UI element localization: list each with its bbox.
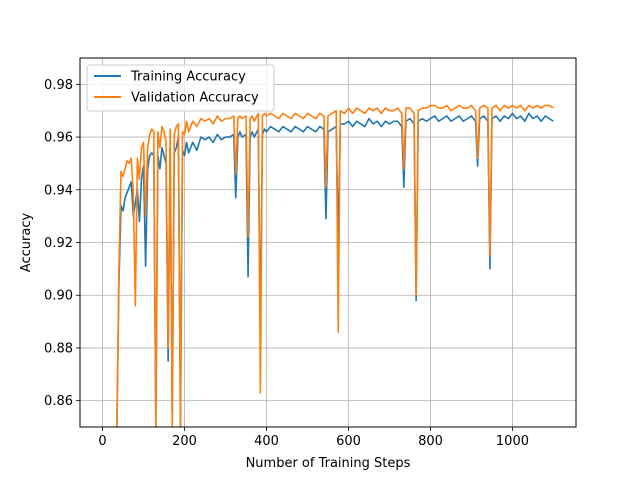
training-accuracy-line: [116, 112, 554, 427]
x-tick-label: 0: [98, 434, 106, 449]
x-tick-label: 800: [418, 434, 443, 449]
x-axis-label: Number of Training Steps: [246, 456, 411, 471]
y-tick-label: 0.90: [44, 289, 73, 304]
y-axis-label: Accuracy: [19, 213, 34, 273]
ticks: 0 200 400 600 800 1000 0.86 0.88 0.90 0.92 0.94 0.9…: [44, 78, 529, 449]
y-tick-label: 0.94: [44, 183, 73, 198]
y-tick-label: 0.92: [44, 236, 73, 251]
grid: [80, 58, 576, 427]
legend-label-training: Training Accuracy: [130, 70, 246, 85]
series-layer: [116, 104, 554, 427]
legend: Training Accuracy Validation Accuracy: [86, 64, 275, 112]
validation-accuracy-line: [116, 104, 554, 427]
y-tick-label: 0.96: [44, 131, 73, 146]
legend-label-validation: Validation Accuracy: [131, 91, 259, 106]
x-tick-label: 400: [254, 434, 279, 449]
x-tick-label: 1000: [496, 434, 529, 449]
legend-box: [86, 64, 275, 112]
y-tick-label: 0.88: [44, 341, 73, 356]
x-tick-label: 200: [172, 434, 197, 449]
y-tick-label: 0.98: [44, 78, 73, 93]
x-tick-label: 600: [336, 434, 361, 449]
y-tick-label: 0.86: [44, 394, 73, 409]
